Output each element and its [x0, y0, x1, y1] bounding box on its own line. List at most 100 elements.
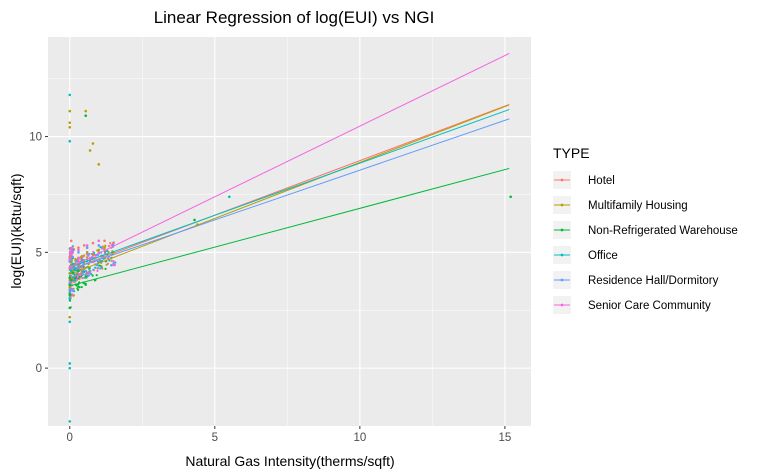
data-point [68, 271, 72, 275]
data-point [68, 320, 72, 324]
cluster-point [70, 288, 74, 292]
data-point [74, 276, 77, 280]
cluster-point [92, 250, 95, 254]
data-point [68, 93, 72, 97]
cluster-point [112, 262, 115, 265]
legend-key-point [560, 253, 564, 257]
data-point [68, 126, 72, 129]
cluster-point [86, 253, 89, 256]
data-point [82, 244, 86, 247]
cluster-point [99, 267, 102, 270]
data-point [68, 285, 72, 289]
cluster-point [85, 256, 88, 259]
cluster-point [112, 260, 115, 263]
data-point [68, 315, 72, 319]
data-point [71, 262, 74, 266]
data-point [69, 269, 73, 273]
cluster-point [77, 272, 80, 275]
y-tick-label: 10 [29, 132, 42, 144]
x-tick-label: 10 [353, 432, 366, 444]
data-point [68, 362, 72, 365]
data-point [97, 248, 101, 252]
data-point [68, 283, 72, 287]
legend-item: Senior Care Community [553, 296, 711, 314]
gridlines [48, 37, 531, 426]
legend-item: Residence Hall/Dormitory [553, 271, 719, 289]
cluster-point [84, 272, 88, 275]
regression-line [69, 118, 510, 271]
cluster-point [98, 264, 101, 267]
data-point [97, 244, 101, 247]
data-point [228, 195, 231, 199]
plot-area [68, 52, 512, 423]
cluster-point [80, 285, 83, 289]
cluster-point [71, 245, 74, 249]
legend-item: Hotel [553, 171, 615, 189]
cluster-point [113, 263, 117, 267]
cluster-point [77, 274, 80, 277]
x-axis-title: Natural Gas Intensity(therms/sqft) [185, 453, 394, 469]
cluster-point [106, 262, 110, 265]
legend-item: Multifamily Housing [553, 196, 688, 214]
cluster-point [78, 275, 81, 279]
data-point [91, 241, 95, 245]
cluster-point [77, 267, 80, 270]
legend-item: Non-Refrigerated Warehouse [553, 221, 738, 239]
legend-key-point [560, 278, 564, 282]
cluster-point [89, 271, 92, 274]
x-tick-label: 5 [212, 432, 218, 444]
cluster-point [104, 244, 107, 247]
regression-line [69, 167, 510, 287]
cluster-point [73, 281, 76, 284]
data-point [103, 239, 106, 243]
cluster-point [88, 267, 91, 270]
plot-panel [48, 37, 531, 426]
regression-line [69, 104, 510, 275]
data-point [77, 246, 80, 250]
cluster-point [75, 278, 79, 281]
cluster-point [95, 274, 98, 277]
data-point [68, 139, 72, 143]
cluster-point [77, 258, 80, 261]
cluster-point [88, 252, 91, 255]
legend-label: Non-Refrigerated Warehouse [588, 225, 738, 237]
cluster-point [111, 264, 114, 267]
data-point [84, 114, 88, 118]
data-point [91, 142, 95, 145]
cluster-point [107, 244, 111, 248]
legend-title: TYPE [553, 145, 590, 161]
legend-label: Office [588, 250, 618, 262]
data-point [97, 163, 101, 166]
x-tick-label: 15 [498, 432, 511, 444]
data-point [69, 239, 73, 243]
cluster-point [90, 273, 93, 276]
data-point [85, 246, 89, 250]
data-point [77, 269, 80, 273]
legend: Hotel Multifamily Housing Non-Refrigerated… [553, 171, 738, 314]
cluster-point [78, 286, 81, 289]
regression-line [69, 52, 510, 268]
data-point [71, 251, 74, 254]
data-point [88, 149, 92, 152]
legend-key-point [560, 228, 564, 232]
data-point [80, 255, 83, 259]
cluster-point [87, 273, 90, 276]
cluster-point [96, 269, 99, 272]
regression-line [69, 104, 510, 271]
cluster-point [80, 266, 84, 269]
data-point [68, 306, 72, 310]
series [68, 118, 510, 271]
chart-title: Linear Regression of log(EUI) vs NGI [154, 8, 435, 27]
legend-label: Hotel [588, 175, 615, 187]
legend-label: Senior Care Community [588, 300, 711, 312]
series [68, 52, 510, 268]
data-point [68, 420, 72, 423]
legend-key-point [560, 178, 564, 182]
legend-key-point [560, 203, 564, 207]
cluster-point [68, 252, 72, 256]
data-point [85, 251, 89, 254]
cluster-point [81, 277, 84, 280]
cluster-point [110, 259, 113, 263]
y-tick-label: 0 [36, 363, 42, 375]
